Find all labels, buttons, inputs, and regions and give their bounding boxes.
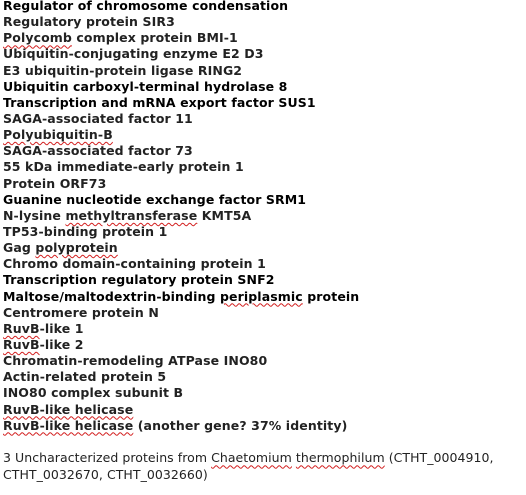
protein-name: SAGA-associated factor 73 [3, 143, 523, 159]
protein-name: Regulatory protein SIR3 [3, 14, 523, 30]
protein-list: Regulator of chromosome condensation Regu… [3, 0, 523, 434]
text-segment: -like 1 [39, 320, 84, 336]
text-segment: KMT5A [197, 207, 252, 223]
protein-name: RuvB-like helicase [3, 402, 523, 418]
protein-name: Polyubiquitin-B [3, 127, 523, 143]
protein-name: Maltose/maltodextrin-binding periplasmic… [3, 289, 523, 305]
protein-name: E3 ubiquitin-protein ligase RING2 [3, 63, 523, 79]
protein-name: Centromere protein N [3, 305, 523, 321]
text-segment: E3 ubiquitin-protein ligase RING2 [3, 62, 243, 78]
text-segment: Regulatory protein SIR3 [3, 14, 175, 30]
protein-name: Chromatin-remodeling ATPase INO80 [3, 353, 523, 369]
text-segment: Ubiquitin carboxyl-terminal hydrolase 8 [3, 78, 288, 94]
protein-name: Regulator of chromosome condensation [3, 0, 523, 14]
document-body: Regulator of chromosome condensation Regu… [3, 0, 523, 495]
text-segment: 55 kDa immediate-early protein 1 [3, 159, 244, 175]
protein-name: Transcription regulatory protein SNF2 [3, 272, 523, 288]
protein-name: RuvB-like 2 [3, 337, 523, 353]
protein-name: SAGA-associated factor 11 [3, 111, 523, 127]
text-segment: Guanine nucleotide exchange factor SRM1 [3, 191, 307, 207]
text-segment: Transcription and mRNA export factor SUS… [3, 94, 316, 110]
protein-name: 55 kDa immediate-early protein 1 [3, 159, 523, 175]
text-segment: Ubiquitin-conjugating enzyme E2 D3 [3, 46, 264, 62]
text-segment: Chromatin-remodeling ATPase INO80 [3, 353, 268, 369]
protein-name: RuvB-like 1 [3, 321, 523, 337]
protein-name: TP53-binding protein 1 [3, 224, 523, 240]
text-segment: Centromere protein N [3, 304, 159, 320]
misspelled-word: periplasmic [219, 288, 303, 304]
protein-name: RuvB-like helicase (another gene? 37% id… [3, 418, 523, 434]
text-segment: Protein ORF73 [3, 175, 107, 191]
misspelled-word: polyprotein [35, 240, 118, 256]
text-segment: (another gene? 37% identity) [133, 417, 348, 433]
text-segment: Regulator of chromosome condensation [3, 0, 289, 13]
misspelled-word: Polyubiquitin-B [3, 127, 113, 143]
misspelled-word: Polycomb [3, 30, 72, 46]
text-segment: (CTHT_0004910, CTHT_0032670, CTHT_003266… [3, 450, 494, 482]
protein-name: Actin-related protein 5 [3, 369, 523, 385]
protein-name: Protein ORF73 [3, 176, 523, 192]
misspelled-word: RuvB-like helicase [3, 401, 134, 417]
misspelled-word: Chaetomium [211, 450, 292, 466]
text-segment: Gag [3, 240, 36, 256]
misspelled-word: RuvB [3, 320, 40, 336]
text-segment: SAGA-associated factor 73 [3, 143, 193, 159]
protein-name: Ubiquitin carboxyl-terminal hydrolase 8 [3, 79, 523, 95]
text-segment: TP53-binding protein 1 [3, 223, 168, 239]
text-segment: -like 2 [39, 336, 84, 352]
text-segment: Maltose/maltodextrin-binding [3, 288, 220, 304]
protein-name: Polycomb complex protein BMI-1 [3, 30, 523, 46]
protein-name: INO80 complex subunit B [3, 385, 523, 401]
text-segment: Transcription regulatory protein SNF2 [3, 272, 275, 288]
misspelled-word: RuvB [3, 336, 40, 352]
text-segment: 3 Uncharacterized proteins from [3, 450, 212, 466]
text-segment: complex protein BMI-1 [71, 30, 238, 46]
text-segment: Actin-related protein 5 [3, 369, 167, 385]
text-segment: N-lysine [3, 207, 66, 223]
text-segment: protein [302, 288, 360, 304]
misspelled-word: thermophilum [295, 450, 385, 466]
protein-name: Gag polyprotein [3, 240, 523, 256]
text-segment: INO80 complex subunit B [3, 385, 184, 401]
text-segment: SAGA-associated factor 11 [3, 110, 193, 126]
misspelled-word: methyltransferase [65, 207, 198, 223]
footnote: 3 Uncharacterized proteins from Chaetomi… [3, 450, 523, 482]
protein-name: N-lysine methyltransferase KMT5A [3, 208, 523, 224]
protein-name: Chromo domain-containing protein 1 [3, 256, 523, 272]
misspelled-word: RuvB-like helicase [3, 417, 134, 433]
protein-name: Ubiquitin-conjugating enzyme E2 D3 [3, 46, 523, 62]
protein-name: Guanine nucleotide exchange factor SRM1 [3, 192, 523, 208]
text-segment: Chromo domain-containing protein 1 [3, 256, 266, 272]
protein-name: Transcription and mRNA export factor SUS… [3, 95, 523, 111]
